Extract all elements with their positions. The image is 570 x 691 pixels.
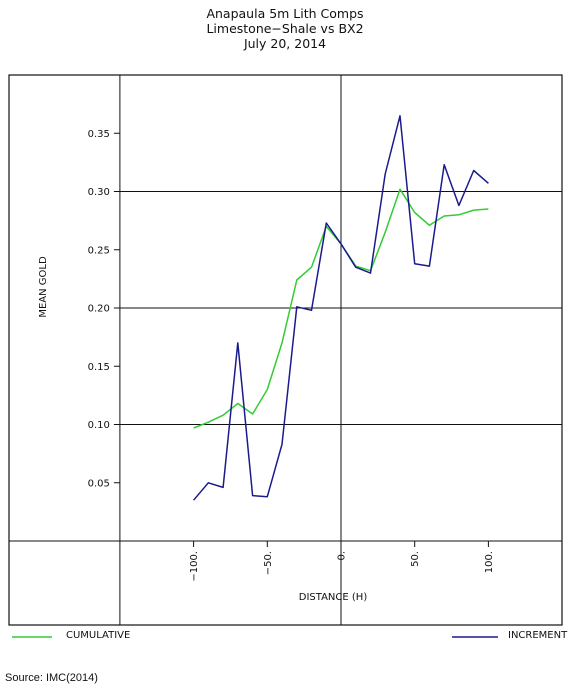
legend-label-increment: INCREMENT <box>508 630 568 641</box>
chart-subtitle: Limestone−Shale vs BX2 <box>206 21 364 36</box>
y-tick-label: 0.10 <box>88 420 110 431</box>
source-note: Source: IMC(2014) <box>5 672 98 684</box>
y-axis-label: MEAN GOLD <box>38 256 49 318</box>
x-tick-label: −100. <box>189 551 200 582</box>
y-tick-label: 0.15 <box>88 362 110 373</box>
chart-title: Anapaula 5m Lith Comps <box>206 6 364 21</box>
y-tick-label: 0.35 <box>88 129 110 140</box>
x-tick-label: 50. <box>410 551 421 567</box>
y-tick-label: 0.25 <box>88 245 110 256</box>
y-tick-label: 0.30 <box>88 187 110 198</box>
plot-frame <box>8 74 563 626</box>
y-tick-label: 0.05 <box>88 478 110 489</box>
x-axis-label: DISTANCE (H) <box>299 592 368 603</box>
x-tick-label: 100. <box>484 551 495 573</box>
chart-title-block: Anapaula 5m Lith Comps Limestone−Shale v… <box>0 6 570 51</box>
y-tick-label: 0.20 <box>88 304 110 315</box>
x-tick-label: −50. <box>263 551 274 575</box>
legend-label-cumulative: CUMULATIVE <box>66 630 130 641</box>
chart-date: July 20, 2014 <box>243 36 327 51</box>
x-tick-label: 0. <box>337 551 348 561</box>
series-line-increment <box>193 115 489 501</box>
